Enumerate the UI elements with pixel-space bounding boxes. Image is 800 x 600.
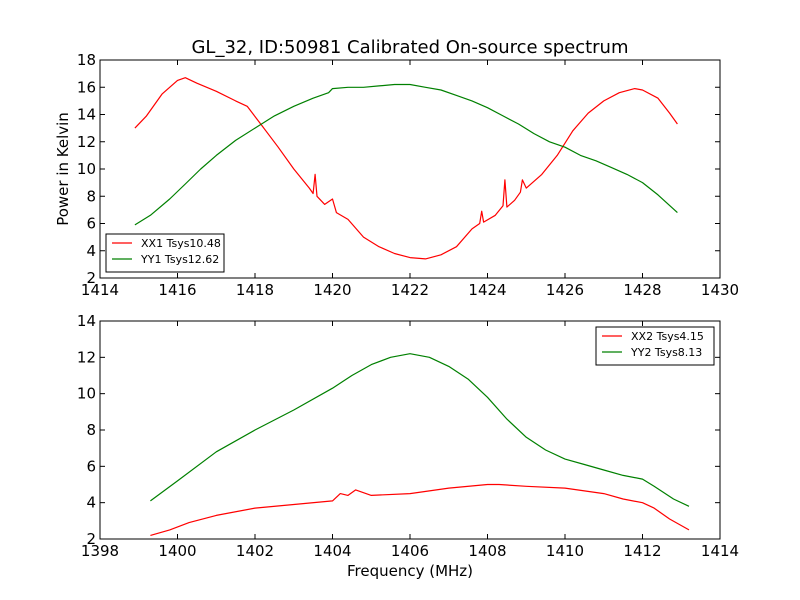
legend: XX1 Tsys10.48 YY1 Tsys12.62 — [105, 233, 225, 273]
x-tick-label: 1408 — [468, 542, 506, 560]
y-tick-label: 4 — [86, 242, 96, 260]
series-line-yy1 — [134, 83, 678, 226]
legend-entry: XX2 Tsys4.15 — [631, 330, 704, 343]
legend-entry: XX1 Tsys10.48 — [141, 237, 221, 250]
x-tick-label: 1422 — [391, 281, 429, 299]
y-tick-label: 8 — [86, 421, 96, 439]
y-tick-label: 4 — [86, 494, 96, 512]
x-tick-label: 1414 — [701, 542, 739, 560]
x-axis-label: Frequency (MHz) — [347, 562, 473, 580]
legend-entry: YY1 Tsys12.62 — [140, 253, 219, 266]
x-tick-label: 1412 — [623, 542, 661, 560]
chart-title: GL_32, ID:50981 Calibrated On-source spe… — [191, 37, 628, 58]
x-tick-label: 1416 — [158, 281, 196, 299]
y-tick-label: 16 — [77, 78, 96, 96]
series-line-xx2 — [150, 483, 690, 536]
series-line-xx1 — [134, 77, 678, 260]
y-tick-label: 2 — [86, 269, 96, 287]
y-tick-label: 6 — [86, 215, 96, 233]
legend-box — [595, 326, 715, 366]
legend: XX2 Tsys4.15 YY2 Tsys8.13 — [595, 326, 715, 366]
x-tick-label: 1424 — [468, 281, 506, 299]
x-tick-label: 1428 — [623, 281, 661, 299]
y-tick-label: 12 — [77, 348, 96, 366]
y-tick-label: 10 — [77, 385, 96, 403]
x-tick-label: 1430 — [701, 281, 739, 299]
x-tick-label: 1406 — [391, 542, 429, 560]
legend-entry: YY2 Tsys8.13 — [630, 346, 702, 359]
x-tick-label: 1400 — [158, 542, 196, 560]
series-line-yy2 — [150, 353, 690, 507]
x-tick-label: 1418 — [236, 281, 274, 299]
plot-bottom: 1398 1400 1402 1404 1406 1408 1410 1412 14142468… — [77, 312, 739, 580]
y-tick-label: 8 — [86, 187, 96, 205]
y-axis-label: Power in Kelvin — [54, 112, 72, 226]
legend-box — [105, 233, 225, 273]
y-tick-label: 12 — [77, 133, 96, 151]
x-tick-label: 1402 — [236, 542, 274, 560]
y-tick-label: 10 — [77, 160, 96, 178]
y-tick-label: 14 — [77, 312, 96, 330]
x-tick-label: 1398 — [81, 542, 119, 560]
y-tick-label: 14 — [77, 106, 96, 124]
y-tick-label: 2 — [86, 530, 96, 548]
x-tick-label: 1410 — [546, 542, 584, 560]
plot-top: 1414 1416 1418 1420 1422 1424 1426 1428 14302468… — [54, 51, 739, 299]
x-tick-label: 1420 — [313, 281, 351, 299]
x-tick-label: 1404 — [313, 542, 351, 560]
x-tick-label: 1426 — [546, 281, 584, 299]
y-tick-label: 6 — [86, 457, 96, 475]
y-tick-label: 18 — [77, 51, 96, 69]
x-tick-label: 1414 — [81, 281, 119, 299]
